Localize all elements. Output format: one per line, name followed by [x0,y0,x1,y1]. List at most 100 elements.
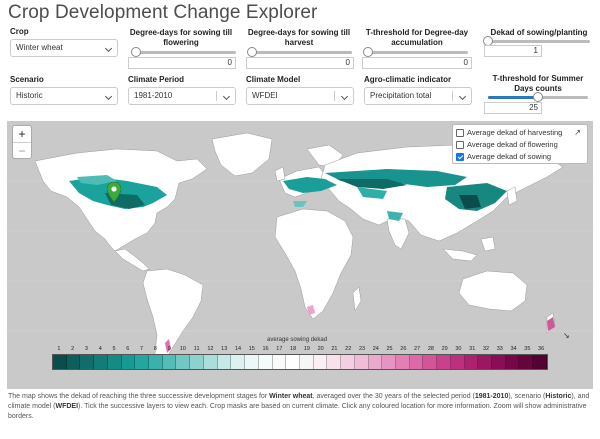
legend-tick-label: 29 [441,346,448,352]
legend-swatch [162,355,177,369]
t-threshold-slider[interactable] [366,51,468,54]
dd-flowering-slider-handle[interactable] [131,47,141,57]
dd-flowering-input[interactable]: 0 [128,57,236,69]
location-marker-icon[interactable] [107,182,121,202]
legend-swatch [299,355,314,369]
legend-tick-label: 28 [427,346,434,352]
layer-flowering[interactable]: Average dekad of flowering [456,139,558,150]
layer-flowering-label: Average dekad of flowering [467,140,558,149]
legend-swatch [66,355,81,369]
chevron-down-icon [222,92,231,101]
world-map-canvas[interactable] [7,121,593,389]
legend-tick-label: 10 [179,346,186,352]
climate-model-select[interactable]: WFDEI [246,87,354,105]
legend-tick-label: 31 [469,346,476,352]
climate-period-label: Climate Period [128,75,185,84]
dekad-sowing-input[interactable]: 1 [484,45,542,57]
desc-crop: Winter wheat [269,393,313,400]
legend-swatch [464,355,479,369]
t-summer-input[interactable]: 25 [484,102,542,114]
dd-harvest-slider[interactable] [250,51,352,54]
dekad-sowing-slider[interactable] [486,40,590,43]
legend-swatch [231,355,246,369]
legend-swatch [176,355,191,369]
legend-collapse-icon[interactable]: ↘ [563,331,570,340]
agro-indicator-select-value: Precipitation total [370,91,432,100]
legend-tick-label: 17 [276,346,283,352]
crop-select[interactable]: Winter wheat [10,39,118,57]
climate-period-select[interactable]: 1981-2010 [128,87,236,105]
legend-tick-label: 6 [126,346,130,352]
chevron-down-icon [340,92,349,101]
legend-swatch [533,355,547,369]
desc-text-4: ), and climate model ( [8,393,590,410]
legend-swatch [450,355,465,369]
legend-tick-label: 14 [234,346,242,352]
legend-tick-label: 33 [496,346,503,352]
legend-tick-label: 34 [510,346,517,352]
desc-model: WFDEI [55,403,79,410]
dekad-sowing-control: Dekad of sowing/planting [484,28,594,38]
scenario-select-value: Historic [16,91,43,100]
legend-tick-label: 2 [71,346,75,352]
world-map[interactable] [7,121,593,389]
climate-model-select-value: WFDEI [252,91,278,100]
chevron-down-icon [104,92,113,101]
select-separator [452,91,453,101]
legend-swatch [409,355,424,369]
t-threshold-input[interactable]: 0 [362,57,472,69]
desc-scenario: Historic [545,393,572,400]
dd-harvest-input[interactable]: 0 [246,57,354,69]
desc-text-3: ), scenario ( [508,393,546,400]
legend-swatch [286,355,300,369]
scenario-select[interactable]: Historic [10,87,118,105]
legend-swatch [135,355,150,369]
legend-swatch [341,355,355,369]
zoom-in-button[interactable]: + [18,127,26,141]
legend-tick-labels: 1 2 3 4 5 6 7 8 9 10 11 12 13 14 15 16 17 18 19 20 21 22 23 24 2… [52,346,548,354]
legend-swatch [368,355,383,369]
crop-label: Crop [10,27,29,36]
legend-swatch [505,355,520,369]
zoom-out-button[interactable]: − [13,142,31,158]
legend-swatch [121,355,136,369]
expand-icon[interactable]: ↗ [574,128,581,137]
legend-tick-label: 13 [221,346,228,352]
legend-swatch [519,355,534,369]
desc-text-1: The map shows the dekad of reaching the … [8,393,270,400]
select-separator [216,91,217,101]
dekad-sowing-label: Dekad of sowing/planting [490,28,588,37]
legend-tick-label: 36 [538,346,545,352]
layer-harvesting-checkbox[interactable] [456,128,464,137]
dd-flowering-slider[interactable] [134,51,236,54]
t-threshold-control: T-threshold for Degree-day accumulation [362,28,472,48]
agro-indicator-select[interactable]: Precipitation total [364,87,472,105]
legend-tick-label: 32 [482,346,490,352]
legend-swatch [492,355,506,369]
legend-swatch [423,355,438,369]
legend-swatch [245,355,259,369]
crop-control: Crop [10,27,118,37]
layer-harvesting-label: Average dekad of harvesting [467,128,563,137]
t-threshold-slider-handle[interactable] [363,47,373,57]
t-summer-label: T-threshold for Summer Days counts [492,74,584,93]
chevron-down-icon [104,44,113,53]
legend-swatch [395,355,410,369]
layer-harvesting[interactable]: Average dekad of harvesting [456,127,562,138]
scenario-label: Scenario [10,75,44,84]
layer-flowering-checkbox[interactable] [456,140,464,149]
legend-tick-label: 3 [84,346,88,352]
legend-swatch [190,355,204,369]
legend-tick-label: 11 [193,346,200,352]
crop-mask-areas[interactable] [69,169,555,353]
dd-flowering-label: Degree-days for sowing till flowering [129,28,233,47]
t-threshold-label: T-threshold for Degree-day accumulation [365,28,469,47]
legend-tick-label: 15 [248,346,255,352]
desc-text-5: ). Tick the successive layers to view ea… [8,403,587,420]
crop-select-value: Winter wheat [16,43,63,52]
dd-harvest-slider-handle[interactable] [247,47,257,57]
layer-sowing-checkbox[interactable] [456,152,464,161]
t-summer-slider-handle[interactable] [533,92,543,102]
legend-swatch [203,355,218,369]
layer-sowing[interactable]: Average dekad of sowing [456,151,551,162]
